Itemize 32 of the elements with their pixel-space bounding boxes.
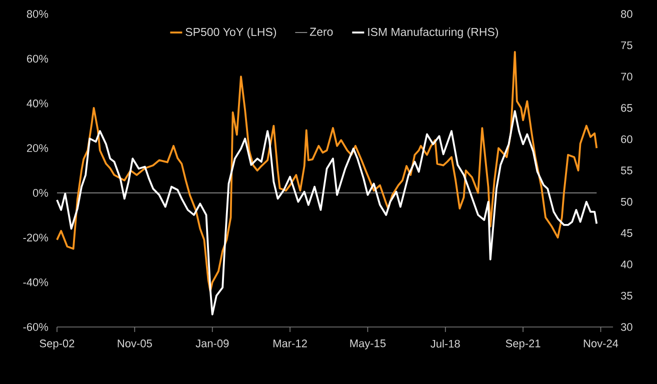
x-tick-label: Sep-21: [506, 340, 540, 350]
y2-tick-label: 80: [621, 10, 632, 18]
y-tick-label: -40%: [23, 278, 48, 286]
y2-tick-label: 45: [620, 229, 632, 237]
y-tick-label: 40%: [26, 100, 48, 108]
line-series: [56, 51, 598, 292]
y2-tick-label: 70: [621, 72, 632, 80]
x-tick-label: Nov-05: [118, 340, 152, 348]
y-tick-label: 0%: [32, 188, 48, 197]
line-series: [56, 110, 598, 316]
y-tick-label: -60%: [23, 323, 48, 331]
legend-label: SP500 YoY (LHS): [186, 28, 276, 38]
x-tick-label: Nov-24: [584, 340, 618, 348]
y-tick-label: -20%: [23, 234, 48, 242]
legend-label: Zero: [310, 28, 333, 36]
x-tick-label: Mar-12: [274, 340, 307, 348]
y2-tick-label: 50: [620, 198, 632, 206]
x-tick-label: Jan-09: [196, 340, 229, 348]
y2-tick-label: 30: [620, 323, 632, 331]
x-tick-label: May-15: [350, 340, 386, 350]
y2-tick-label: 35: [620, 292, 632, 300]
x-tick-label: Jul-18: [430, 340, 460, 348]
y-tick-label: 80%: [26, 10, 48, 18]
legend-label: ISM Manufacturing (RHS): [368, 28, 498, 38]
y2-tick-label: 65: [621, 104, 632, 112]
x-tick-label: Sep-02: [40, 340, 74, 350]
y-tick-label: 60%: [27, 54, 48, 63]
y2-tick-label: 55: [620, 166, 632, 174]
y2-tick-label: 75: [621, 41, 632, 50]
y-tick-label: 20%: [27, 144, 48, 152]
y2-tick-label: 40: [620, 260, 632, 268]
y2-tick-label: 60: [621, 135, 632, 144]
